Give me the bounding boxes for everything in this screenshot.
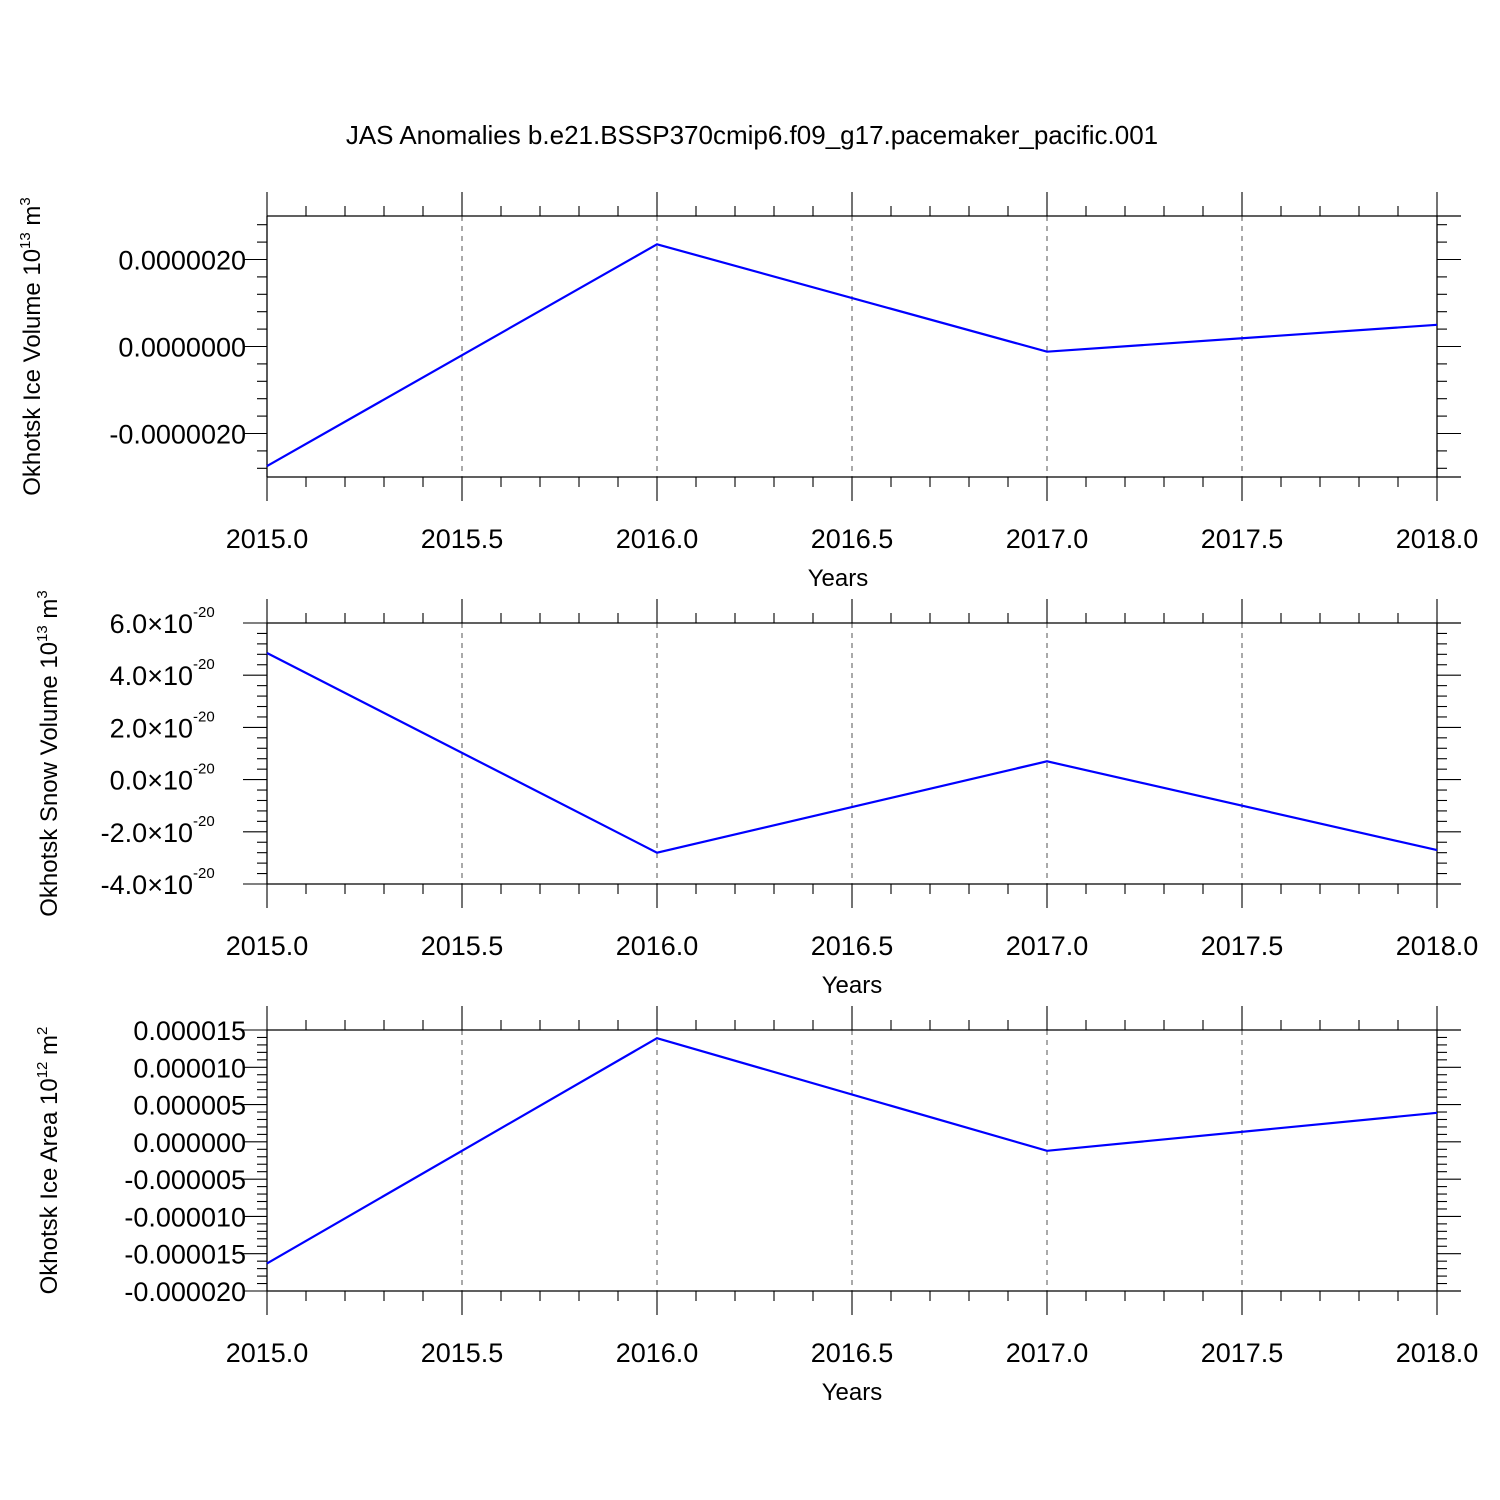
y-tick-label: 0.000015	[133, 1016, 246, 1046]
y-tick-label: 0.000005	[133, 1091, 246, 1121]
y-tick-label: 6.0×10	[110, 609, 193, 639]
chart-panel-1: 2015.0 2015.5 2016.0 2016.5 2017.0 2017.5 2018…	[17, 192, 1478, 592]
y-tick-label: 4.0×10	[110, 661, 193, 691]
x-tick-label: 2015.5	[421, 931, 504, 961]
x-tick-label: 2016.0	[616, 524, 699, 554]
y-tick-label: -4.0×10	[101, 870, 193, 900]
x-tick-label: 2015.5	[421, 524, 504, 554]
x-tick-label: 2017.5	[1201, 1338, 1284, 1368]
y-tick-label: 0.000010	[133, 1053, 246, 1083]
y-tick-label-exponent: -20	[193, 604, 215, 621]
x-tick-label: 2015.5	[421, 1338, 504, 1368]
y-axis-title: Okhotsk Ice Area 1012 m2	[34, 1027, 63, 1295]
y-tick-label: -0.000020	[124, 1277, 246, 1307]
x-tick-label: 2015.0	[226, 931, 309, 961]
x-tick-label: 2017.0	[1006, 931, 1089, 961]
x-axis-title: Years	[822, 1379, 883, 1406]
y-tick-label: -2.0×10	[101, 818, 193, 848]
y-tick-label: -0.000015	[124, 1240, 246, 1270]
x-tick-label: 2015.0	[226, 524, 309, 554]
x-tick-label: 2018.0	[1396, 1338, 1479, 1368]
x-tick-label: 2016.0	[616, 931, 699, 961]
chart-panel-3: 2015.0 2015.5 2016.0 2016.5 2017.0 2017.5 2018…	[34, 1006, 1478, 1406]
series-line	[266, 243, 1438, 468]
x-tick-label: 2017.5	[1201, 524, 1284, 554]
y-tick-label: 0.0000020	[118, 246, 246, 276]
y-tick-label: -0.0000020	[109, 420, 246, 450]
x-tick-label: 2016.0	[616, 1338, 699, 1368]
y-tick-label: 0.0000000	[118, 333, 246, 363]
x-tick-label: 2017.5	[1201, 931, 1284, 961]
y-tick-label: 2.0×10	[110, 713, 193, 743]
y-tick-label: -0.000010	[124, 1202, 246, 1232]
y-axis-title: Okhotsk Snow Volume 1013 m3	[34, 590, 63, 917]
y-tick-label: 0.000000	[133, 1128, 246, 1158]
x-tick-label: 2018.0	[1396, 931, 1479, 961]
panels: 2015.0 2015.5 2016.0 2016.5 2017.0 2017.5 2018…	[17, 192, 1478, 1406]
x-tick-label: 2017.0	[1006, 1338, 1089, 1368]
x-tick-label: 2018.0	[1396, 524, 1479, 554]
y-tick-label: 0.0×10	[110, 766, 193, 796]
y-tick-label-exponent: -20	[193, 865, 215, 882]
x-axis-title: Years	[808, 565, 869, 592]
series-line	[266, 652, 1438, 854]
y-tick-label-exponent: -20	[193, 708, 215, 725]
series-line	[266, 1037, 1438, 1265]
x-tick-label: 2015.0	[226, 1338, 309, 1368]
y-tick-label-exponent: -20	[193, 813, 215, 830]
x-tick-label: 2017.0	[1006, 524, 1089, 554]
x-axis-title: Years	[822, 972, 883, 999]
y-tick-label: -0.000005	[124, 1165, 246, 1195]
x-tick-label: 2016.5	[811, 1338, 894, 1368]
chart-title: JAS Anomalies b.e21.BSSP370cmip6.f09_g17…	[346, 120, 1158, 150]
y-axis-title: Okhotsk Ice Volume 1013 m3	[17, 197, 46, 496]
chart-panel-2: 2015.0 2015.5 2016.0 2016.5 2017.0 2017.5 2018…	[34, 590, 1478, 999]
x-tick-label: 2016.5	[811, 524, 894, 554]
y-tick-label-exponent: -20	[193, 656, 215, 673]
y-tick-label-exponent: -20	[193, 761, 215, 778]
x-tick-label: 2016.5	[811, 931, 894, 961]
